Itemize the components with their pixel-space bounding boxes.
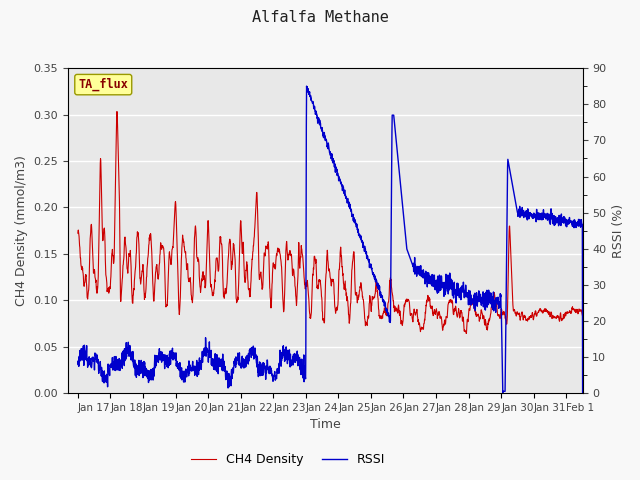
CH4 Density (472, 309, 479, 315)
Y-axis label: RSSI (%): RSSI (%) (612, 204, 625, 258)
Line: CH4 Density: CH4 Density (78, 111, 582, 334)
RSSI (579, 390, 586, 396)
RSSI (564, 221, 572, 227)
CH4 Density (564, 310, 572, 316)
RSSI (307, 93, 314, 98)
RSSI (319, 134, 327, 140)
CH4 Density (74, 230, 82, 236)
RSSI (564, 217, 572, 223)
CH4 Density (113, 108, 121, 114)
CH4 Density (463, 331, 470, 336)
CH4 Density (307, 315, 314, 321)
Line: RSSI: RSSI (78, 86, 582, 393)
RSSI (472, 298, 479, 304)
Text: Alfalfa Methane: Alfalfa Methane (252, 10, 388, 24)
Legend: CH4 Density, RSSI: CH4 Density, RSSI (186, 448, 390, 471)
Y-axis label: CH4 Density (mmol/m3): CH4 Density (mmol/m3) (15, 155, 28, 306)
CH4 Density (100, 230, 108, 236)
X-axis label: Time: Time (310, 419, 340, 432)
CH4 Density (564, 310, 572, 315)
RSSI (100, 378, 108, 384)
CH4 Density (579, 313, 586, 319)
RSSI (74, 361, 82, 367)
Text: TA_flux: TA_flux (78, 78, 128, 91)
CH4 Density (319, 317, 327, 323)
RSSI (303, 83, 310, 89)
